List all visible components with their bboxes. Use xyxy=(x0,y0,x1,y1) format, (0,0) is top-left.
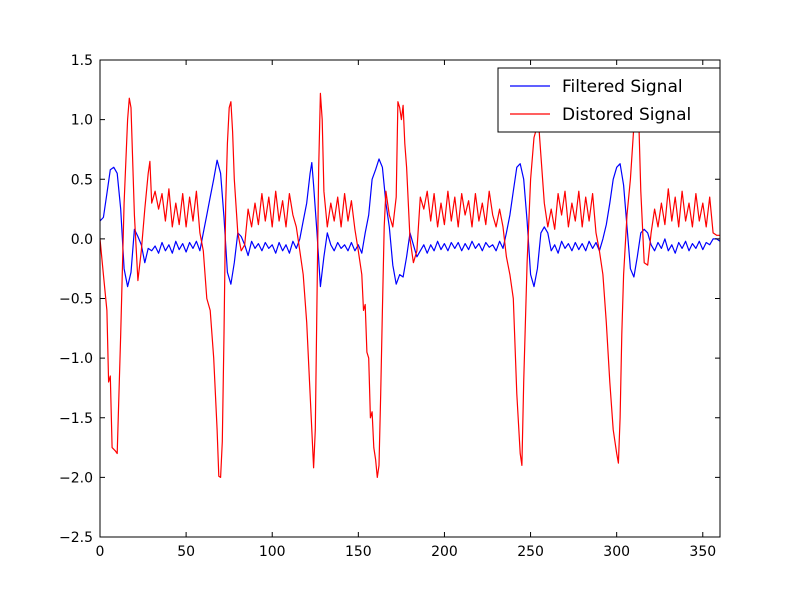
y-tick-label: 0.0 xyxy=(71,232,93,248)
x-tick-label: 50 xyxy=(177,544,195,560)
series-line-filtered-signal xyxy=(100,158,720,288)
legend-box xyxy=(497,67,721,133)
y-tick-label: −1.0 xyxy=(59,351,93,367)
y-tick-label: −1.5 xyxy=(59,411,93,427)
tick-labels: 0 50 100 150 200 250 300 350 1.5 1.0 0.5 0.0 −0.5 −1.… xyxy=(59,53,716,560)
x-tick-label: 150 xyxy=(345,544,372,560)
legend-label-distored-signal: Distored Signal xyxy=(562,105,691,125)
series-line-distored-signal xyxy=(100,92,720,478)
x-tick-label: 200 xyxy=(431,544,458,560)
y-tick-label: −0.5 xyxy=(59,292,93,308)
y-tick-label: −2.0 xyxy=(59,470,93,486)
x-tick-label: 350 xyxy=(689,544,716,560)
x-tick-label: 0 xyxy=(96,544,105,560)
x-tick-label: 300 xyxy=(603,544,630,560)
y-tick-label: 1.5 xyxy=(71,53,93,69)
x-tick-label: 250 xyxy=(517,544,544,560)
tick-marks xyxy=(99,59,720,538)
x-tick-label: 100 xyxy=(259,544,286,560)
y-tick-label: 1.0 xyxy=(71,113,93,129)
plot-area xyxy=(100,92,720,478)
legend-label-filtered-signal: Filtered Signal xyxy=(562,77,683,97)
y-tick-label: −2.5 xyxy=(59,530,93,546)
legend: Filtered Signal Distored Signal xyxy=(497,67,721,133)
y-tick-label: 0.5 xyxy=(71,172,93,188)
